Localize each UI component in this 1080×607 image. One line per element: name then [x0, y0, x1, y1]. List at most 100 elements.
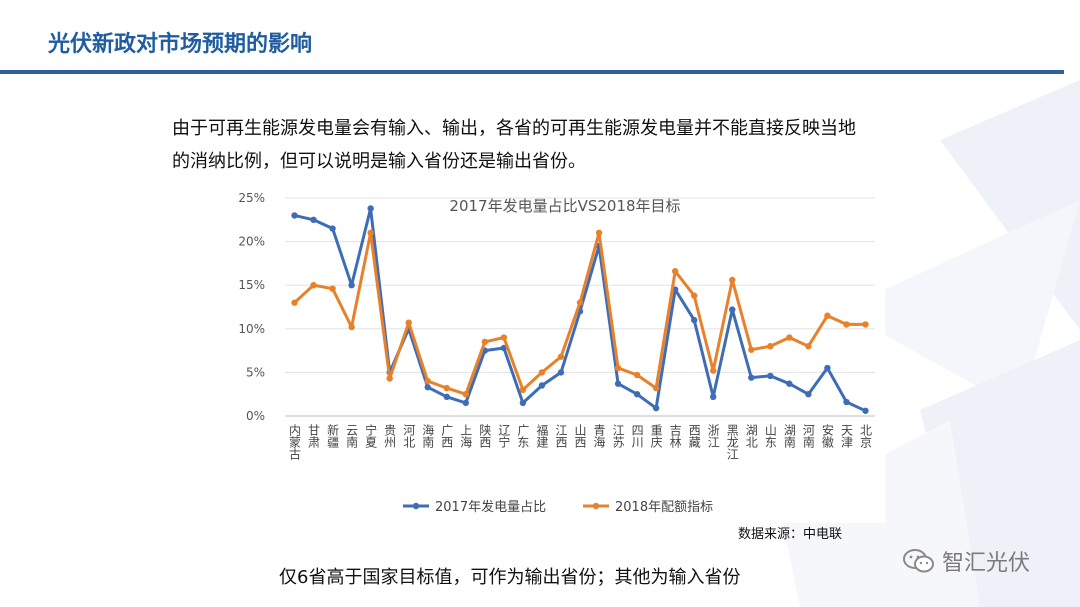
data-point — [748, 374, 755, 381]
data-point — [310, 282, 317, 289]
x-tick-label: 黑龙江 — [725, 424, 739, 460]
data-point — [862, 407, 869, 414]
data-point — [519, 399, 527, 407]
x-tick-label: 河北 — [402, 424, 416, 449]
x-tick-label: 山东 — [763, 424, 777, 448]
data-point — [843, 321, 850, 328]
data-point — [481, 338, 489, 346]
data-point — [671, 268, 679, 275]
y-tick-label: 15% — [238, 278, 265, 292]
data-point — [386, 375, 393, 382]
y-tick-label: 5% — [246, 365, 265, 379]
data-point — [424, 384, 431, 391]
data-point — [652, 384, 660, 392]
data-point — [329, 225, 336, 232]
chart-container: 0% 5% 10% 15% 20% 25% 2017年发电量占比VS2018年目标 内蒙古 甘肃… — [225, 183, 885, 523]
data-point — [367, 229, 374, 237]
x-tick-label: 吉林 — [668, 424, 682, 448]
data-point — [329, 285, 336, 292]
x-tick-label: 四川 — [630, 424, 644, 448]
data-point — [367, 205, 374, 212]
x-tick-label: 重庆 — [649, 424, 663, 448]
x-tick-label: 广西 — [440, 424, 454, 448]
data-point — [729, 306, 736, 313]
x-tick-label: 福建 — [535, 423, 549, 449]
watermark-text: 智汇光伏 — [942, 551, 1031, 576]
x-tick-label: 辽宁 — [497, 424, 511, 448]
x-tick-label: 浙江 — [706, 424, 720, 448]
x-tick-label: 上海 — [459, 424, 473, 448]
x-tick-label: 海南 — [421, 423, 435, 448]
x-tick-label: 河南 — [801, 424, 815, 448]
data-point — [690, 316, 698, 324]
data-point — [538, 382, 546, 389]
data-point — [786, 334, 793, 341]
data-point — [633, 371, 641, 379]
data-point — [710, 367, 717, 374]
data-point — [576, 299, 584, 306]
description-line-2: 的消纳比例，但可以说明是输入省份还是输出省份。 — [172, 151, 586, 172]
data-point — [538, 369, 546, 376]
data-point — [614, 380, 622, 387]
description-line-1: 由于可再生能源发电量会有输入、输出，各省的可再生能源发电量并不能直接反映当地 — [172, 118, 856, 139]
x-tick-label: 湖南 — [782, 423, 796, 448]
x-tick-label: 青海 — [592, 424, 606, 448]
data-point — [824, 364, 831, 372]
legend-label: 2018年配额指标 — [615, 500, 713, 515]
data-point — [614, 364, 622, 372]
data-point — [348, 282, 355, 289]
x-tick-label: 宁夏 — [364, 423, 378, 448]
data-point — [710, 393, 717, 401]
x-tick-label: 天津 — [839, 424, 853, 448]
data-point — [557, 353, 565, 360]
y-tick-label: 25% — [238, 191, 265, 205]
data-point — [557, 369, 565, 376]
data-point — [843, 398, 850, 406]
x-tick-label: 贵州 — [383, 424, 397, 448]
conclusion-text: 仅6省高于国家目标值，可作为输出省份；其他为输入省份 — [279, 567, 741, 588]
data-point — [805, 391, 812, 398]
data-point — [443, 393, 450, 401]
x-tick-label: 安徽 — [820, 423, 834, 448]
data-point — [500, 334, 508, 341]
data-point — [729, 276, 736, 284]
data-point — [786, 380, 793, 387]
data-point — [767, 372, 774, 380]
page-title: 光伏新政对市场预期的影响 — [48, 32, 313, 57]
wechat-icon — [903, 549, 934, 573]
data-point — [291, 212, 298, 219]
data-point — [519, 386, 527, 394]
x-tick-label: 山西 — [573, 424, 587, 448]
data-point — [462, 399, 470, 407]
x-tick-label: 新疆 — [326, 423, 340, 448]
data-point — [443, 384, 450, 392]
x-tick-label: 湖北 — [744, 423, 758, 449]
source-note: 数据来源：中电联 — [738, 527, 843, 542]
data-point — [500, 344, 508, 352]
x-tick-label: 内蒙古 — [288, 424, 302, 460]
x-tick-label: 江苏 — [611, 424, 625, 448]
x-tick-label: 云南 — [345, 424, 359, 448]
data-point — [462, 391, 470, 398]
data-point — [405, 319, 412, 326]
data-point — [748, 346, 755, 353]
x-tick-label: 甘肃 — [307, 424, 321, 449]
legend-label: 2017年发电量占比 — [435, 499, 546, 515]
legend-marker — [412, 502, 420, 510]
y-tick-label: 0% — [246, 409, 265, 423]
y-tick-label: 10% — [238, 322, 265, 336]
title-divider — [0, 70, 1064, 74]
x-tick-label: 江西 — [554, 424, 568, 448]
data-point — [310, 216, 317, 223]
data-point — [824, 312, 831, 319]
data-point — [595, 229, 603, 237]
x-tick-label: 广东 — [516, 424, 530, 448]
data-point — [767, 343, 774, 350]
data-point — [652, 404, 660, 412]
x-tick-label: 西藏 — [687, 424, 701, 449]
data-point — [424, 377, 431, 385]
chart-title: 2017年发电量占比VS2018年目标 — [449, 197, 680, 215]
data-point — [862, 321, 869, 328]
legend-marker — [592, 502, 600, 510]
